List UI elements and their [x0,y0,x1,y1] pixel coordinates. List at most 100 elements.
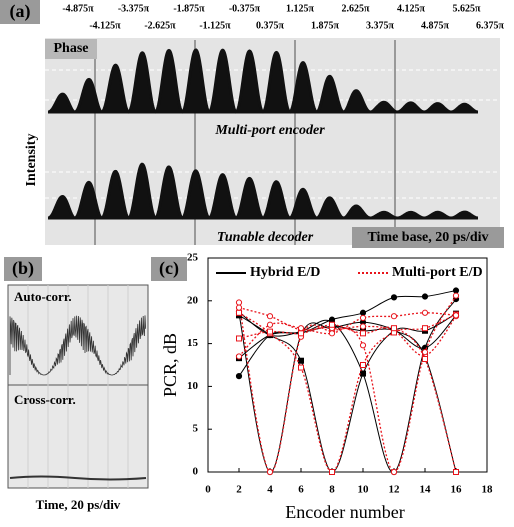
point [360,330,366,337]
series-line [238,313,457,473]
phase-value: 1.875π [311,20,340,31]
point [236,335,242,342]
label-box [0,0,40,24]
point [298,364,304,371]
scope-traces [9,285,147,488]
x-tick-label: 0 [205,484,211,496]
point [236,309,242,316]
panel-label: (b) [12,258,34,279]
point [298,330,304,337]
y-tick-label: 25 [187,252,199,264]
series-line [238,302,457,473]
point [390,468,398,476]
point [298,357,304,364]
point [235,373,243,380]
label-box [151,257,187,281]
point [391,325,397,332]
point [297,325,305,332]
point [329,469,335,475]
point [359,342,367,349]
label-box [45,39,97,59]
point [421,293,429,300]
point [359,314,367,322]
phase-value: -3.375π [118,3,150,14]
phase-value: 4.125π [397,3,426,14]
trace [9,315,146,376]
phase-labels: -4.875π -3.375π -1.875π -0.375π 1.125π 2.625π… [62,3,504,31]
cross-label: Cross-corr. [14,392,76,407]
phase-value: 4.875π [421,20,450,31]
y-tick-label: 10 [187,380,199,392]
phase-value: 0.375π [256,20,285,31]
point [452,312,460,319]
point [235,299,243,306]
phase-value: 2.625π [342,3,371,14]
y-label: Intensity [24,134,39,187]
x-label: Time, 20 ps/div [36,497,121,512]
trace [9,475,147,481]
phase-value: 6.375π [476,20,505,31]
point [452,287,460,294]
x-tick-label: 8 [329,484,335,496]
phase-value: 3.375π [366,20,395,31]
x-tick-label: 2 [236,484,242,496]
y-tick-label: 5 [193,423,199,435]
legend-label: Hybrid E/D [250,265,320,280]
point [267,328,273,335]
phase-value: 1.125π [286,3,315,14]
point [422,356,428,363]
point [235,304,243,311]
point [359,309,367,316]
x-tick-label: 6 [298,484,304,496]
x-tick-label: 10 [358,484,370,496]
auto-label: Auto-corr. [14,289,72,304]
x-tick-label: 14 [420,484,432,496]
y-axis-title: PCR, dB [160,333,180,397]
phase-value: -2.625π [144,20,176,31]
series-line [238,312,457,473]
x-axis-title: Encoder number [285,502,404,522]
series-line [238,312,457,357]
point [390,294,398,301]
phase-value: -1.125π [199,20,231,31]
point [266,468,274,476]
point [421,349,429,356]
time-base: Time base, 20 ps/div [367,230,488,245]
point [328,316,336,323]
point [359,323,367,330]
point [266,313,274,320]
y-tick-label: 0 [193,466,199,478]
point [235,353,243,360]
scope-traces [45,40,500,399]
point [422,325,428,332]
point [390,313,398,320]
point [328,330,336,337]
x-tick-label: 18 [482,484,494,496]
y-tick-label: 15 [187,337,199,349]
y-tick-label: 20 [187,294,199,306]
plot-frame [207,257,488,473]
point [266,321,274,328]
trace [47,162,478,220]
plot: 0 2 4 6 8 10 12 14 16 18 0 5 10 15 20 25 Hybrid E/D Multi… [187,252,493,496]
label-box [4,257,42,281]
phase-label: Phase [54,41,89,56]
point [421,309,429,316]
series-line [238,298,457,473]
x-tick-label: 16 [451,484,463,496]
x-tick-label: 12 [389,484,401,496]
point [452,292,460,299]
scope-screen [7,284,149,489]
trace-label: Tunable decoder [217,230,314,245]
label-box [352,227,504,248]
panel-label: (a) [10,1,31,22]
phase-value: -1.875π [173,3,205,14]
panel-label: (c) [159,258,179,279]
point [360,362,366,368]
phase-value: 5.625π [453,3,482,14]
point [453,469,459,475]
point [329,321,335,328]
phase-value: -4.125π [89,20,121,31]
trace [48,48,478,114]
